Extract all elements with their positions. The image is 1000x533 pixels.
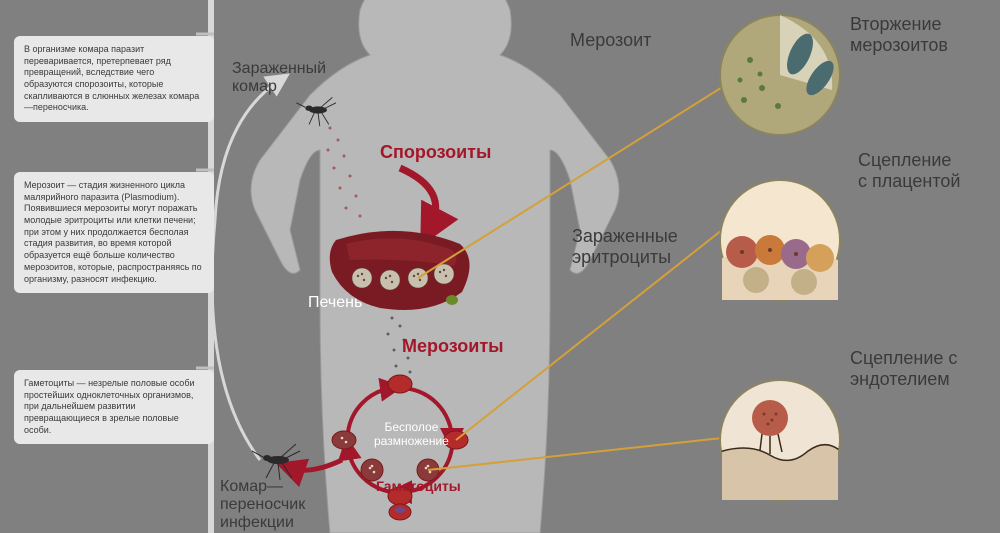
info-sporozoite: В организме комара паразит перевариваетс… — [14, 36, 214, 122]
info-merozoite: Мерозоит — стадия жизненного цикла маляр… — [14, 172, 214, 293]
label-endothelium: Сцепление с эндотелием — [850, 348, 957, 390]
malaria-lifecycle-diagram: { "canvas": { "width": 1000, "height": 5… — [0, 0, 1000, 533]
label-asexual: Бесполое размножение — [374, 420, 449, 448]
info-merozoite-text: Мерозоит — стадия жизненного цикла маляр… — [24, 180, 202, 284]
info-sporozoite-text: В организме комара паразит перевариваетс… — [24, 44, 199, 112]
label-merozoit-top: Мерозоит — [570, 30, 651, 51]
label-merozoites-mid: Мерозоиты — [402, 336, 504, 357]
label-liver: Печень — [308, 294, 362, 312]
label-infected-mosquito: Зараженный комар — [232, 60, 326, 96]
detail-placenta — [720, 180, 840, 300]
label-vector-mosquito: Комар— переносчик инфекции — [220, 478, 305, 532]
info-gametocyte: Гаметоциты — незрелые половые особи прос… — [14, 370, 214, 444]
label-placenta: Сцепление с плацентой — [858, 150, 960, 192]
label-infected-rbc: Зараженные эритроциты — [572, 226, 678, 268]
label-gametocytes: Гаметоциты — [376, 478, 461, 494]
detail-invasion — [720, 15, 840, 135]
info-gametocyte-text: Гаметоциты — незрелые половые особи прос… — [24, 378, 195, 435]
detail-endothelium — [720, 380, 840, 500]
label-sporozoites: Спорозоиты — [380, 142, 491, 163]
label-invasion: Вторжение мерозоитов — [850, 14, 948, 56]
